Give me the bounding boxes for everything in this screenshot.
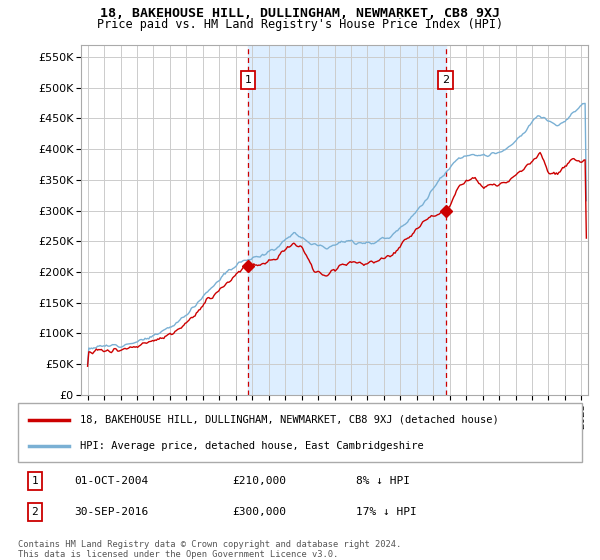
Text: 8% ↓ HPI: 8% ↓ HPI — [356, 476, 410, 486]
FancyBboxPatch shape — [18, 403, 582, 462]
Text: 2: 2 — [32, 507, 38, 517]
Text: £210,000: £210,000 — [232, 476, 286, 486]
Text: Contains HM Land Registry data © Crown copyright and database right 2024.
This d: Contains HM Land Registry data © Crown c… — [18, 540, 401, 559]
Bar — [248, 45, 446, 395]
Text: 18, BAKEHOUSE HILL, DULLINGHAM, NEWMARKET, CB8 9XJ: 18, BAKEHOUSE HILL, DULLINGHAM, NEWMARKE… — [100, 7, 500, 20]
Text: 01-OCT-2004: 01-OCT-2004 — [74, 476, 149, 486]
Text: 2: 2 — [442, 75, 449, 85]
Text: 1: 1 — [245, 75, 251, 85]
Text: 1: 1 — [32, 476, 38, 486]
Text: 30-SEP-2016: 30-SEP-2016 — [74, 507, 149, 517]
Text: 18, BAKEHOUSE HILL, DULLINGHAM, NEWMARKET, CB8 9XJ (detached house): 18, BAKEHOUSE HILL, DULLINGHAM, NEWMARKE… — [80, 414, 499, 424]
Text: HPI: Average price, detached house, East Cambridgeshire: HPI: Average price, detached house, East… — [80, 441, 424, 451]
Text: Price paid vs. HM Land Registry's House Price Index (HPI): Price paid vs. HM Land Registry's House … — [97, 18, 503, 31]
Text: £300,000: £300,000 — [232, 507, 286, 517]
Text: 17% ↓ HPI: 17% ↓ HPI — [356, 507, 417, 517]
